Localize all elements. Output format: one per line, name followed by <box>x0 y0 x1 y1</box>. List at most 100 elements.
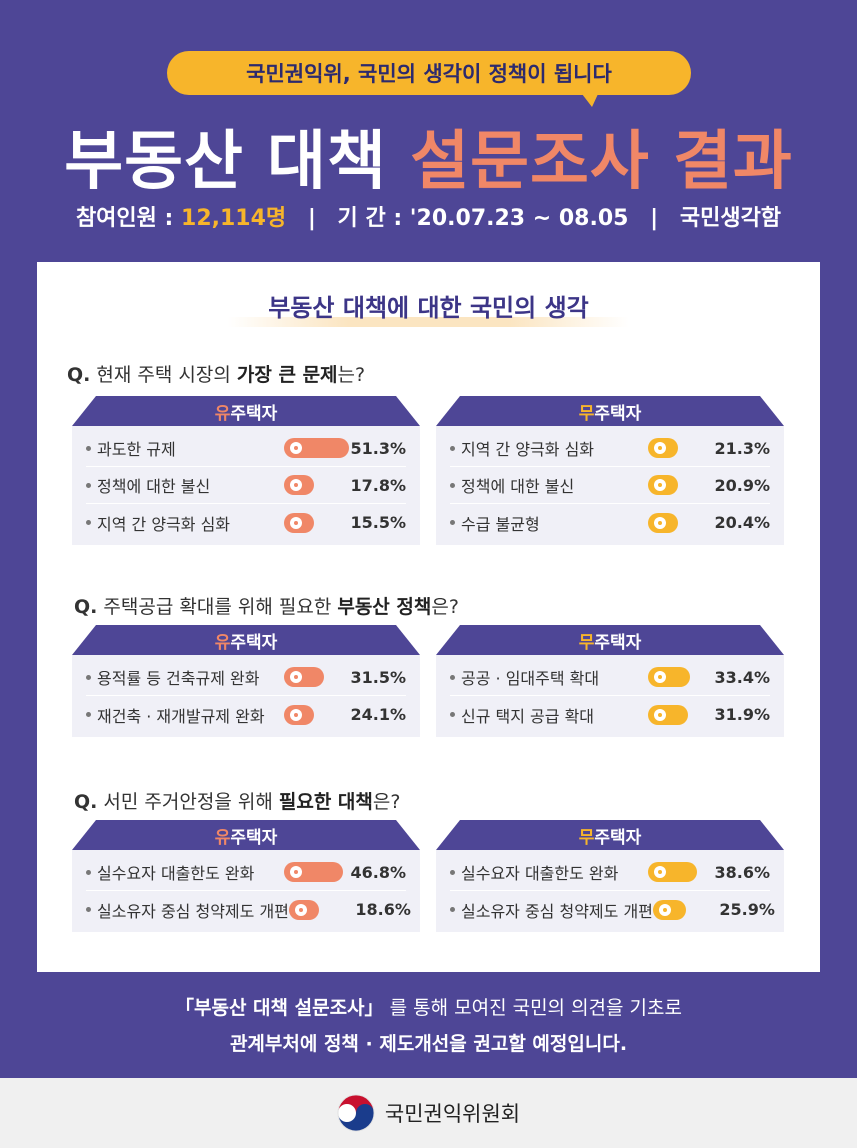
org-name: 국민권익위원회 <box>384 1102 521 1126</box>
result-percent: 15.5% <box>350 513 406 532</box>
bullet-icon <box>86 674 91 680</box>
result-bar-track <box>648 512 714 533</box>
survey-meta: 참여인원 : 12,114명 | 기 간 : '20.07.23 ~ 08.05… <box>0 200 857 232</box>
result-bar-track <box>648 704 714 725</box>
bullet-icon <box>86 712 91 717</box>
results-card: 부동산 대책에 대한 국민의 생각 Q. 현재 주택 시장의 가장 큰 문제는?… <box>37 262 820 972</box>
bullet-icon <box>450 712 455 717</box>
panel-body: 지역 간 양극화 심화 21.3% 정책에 대한 불신 20.9% 수급 불균형 20.4… <box>436 426 784 545</box>
bullet-icon <box>86 869 91 875</box>
tagline-text: 국민권익위, 국민의 생각이 정책이 됩니다 <box>246 62 612 86</box>
panel-header-prefix: 유 <box>214 403 231 424</box>
result-percent: 17.8% <box>350 475 406 495</box>
panel-header: 무 주택자 <box>436 396 784 426</box>
result-percent: 38.6% <box>714 862 770 882</box>
result-percent: 24.1% <box>350 705 406 724</box>
result-percent: 20.4% <box>714 513 770 532</box>
meta-divider: | <box>307 206 316 231</box>
bullet-icon <box>86 520 91 525</box>
bullet-icon <box>450 869 455 875</box>
source-label: 국민생각함 <box>679 206 782 231</box>
result-bar-track <box>648 475 714 495</box>
bullet-icon <box>450 445 455 451</box>
question-text-part: 주택공급 확대를 위해 필요한 <box>97 596 338 618</box>
owner-panel: 유 주택자 실수요자 대출한도 완화 46.8% 실소유자 중심 청약제도 개편 18.6… <box>72 820 420 932</box>
result-bar <box>648 704 688 725</box>
result-bar <box>284 704 314 725</box>
question-text-part: 현재 주택 시장의 <box>90 364 237 386</box>
title-main: 부동산 대책 <box>64 125 411 199</box>
result-bar <box>284 438 349 458</box>
card-heading-text: 부동산 대책에 대한 국민의 생각 <box>228 288 629 327</box>
result-bar-track <box>648 438 714 458</box>
result-bar-track <box>648 862 714 882</box>
result-label: 정책에 대한 불신 <box>97 477 211 496</box>
footer-line-2: 관계부처에 정책 · 제도개선을 권고할 예정입니다. <box>0 1026 857 1062</box>
participants-value: 12,114명 <box>181 206 287 231</box>
result-row: 실수요자 대출한도 완화 38.6% <box>450 854 770 891</box>
panel-body: 실수요자 대출한도 완화 38.6% 실소유자 중심 청약제도 개편 25.9% <box>436 850 784 932</box>
result-row: 과도한 규제 51.3% <box>86 430 406 467</box>
panel-body: 실수요자 대출한도 완화 46.8% 실소유자 중심 청약제도 개편 18.6% <box>72 850 420 932</box>
result-bar <box>652 899 686 920</box>
panel-header-prefix: 유 <box>214 827 231 848</box>
panel-header-prefix: 무 <box>578 632 595 653</box>
result-percent: 33.4% <box>714 667 770 687</box>
bullet-icon <box>86 482 91 488</box>
question-keyword: 부동산 정책 <box>337 596 432 618</box>
question-number: Q. <box>74 791 98 813</box>
result-row: 공공 · 임대주택 확대 33.4% <box>450 659 770 696</box>
org-bar: 국민권익위원회 <box>0 1078 857 1148</box>
result-percent: 21.3% <box>714 438 770 458</box>
period-label: 기 간 : '20.07.23 ~ 08.05 <box>337 206 629 231</box>
panel-header: 유 주택자 <box>72 396 420 426</box>
result-bar <box>284 475 314 495</box>
footer-line-2-text: 관계부처에 정책 · 제도개선을 권고할 예정입니다. <box>229 1033 628 1055</box>
footer-survey-name: 「부동산 대책 설문조사」 <box>174 997 384 1019</box>
result-label: 과도한 규제 <box>97 440 176 459</box>
result-percent: 31.9% <box>714 705 770 724</box>
result-percent: 46.8% <box>350 862 406 882</box>
result-row: 실소유자 중심 청약제도 개편 25.9% <box>450 891 775 928</box>
question-text-part: 은? <box>431 596 459 618</box>
result-bar <box>648 438 678 458</box>
bullet-icon <box>450 520 455 525</box>
nonowner-panel: 무 주택자 공공 · 임대주택 확대 33.4% 신규 택지 공급 확대 31.9% <box>436 625 784 737</box>
result-label: 지역 간 양극화 심화 <box>461 440 595 459</box>
panel-header-prefix: 유 <box>214 632 231 653</box>
result-label: 수급 불균형 <box>461 514 540 534</box>
result-row: 실소유자 중심 청약제도 개편 18.6% <box>86 891 411 928</box>
result-bar <box>648 667 690 687</box>
result-row: 지역 간 양극화 심화 15.5% <box>86 504 406 541</box>
result-bar <box>284 862 343 882</box>
result-label: 용적률 등 건축규제 완화 <box>97 669 260 688</box>
result-percent: 20.9% <box>714 475 770 495</box>
panel-header-suffix: 주택자 <box>230 632 278 653</box>
question-keyword: 필요한 대책 <box>278 791 373 813</box>
result-bar <box>284 512 314 533</box>
panel-header: 무 주택자 <box>436 625 784 655</box>
question-text: Q. 주택공급 확대를 위해 필요한 부동산 정책은? <box>74 592 459 619</box>
card-heading: 부동산 대책에 대한 국민의 생각 <box>37 288 820 327</box>
panel-body: 공공 · 임대주택 확대 33.4% 신규 택지 공급 확대 31.9% <box>436 655 784 737</box>
meta-divider: | <box>650 206 659 231</box>
bullet-icon <box>450 907 455 912</box>
question-text: Q. 서민 주거안정을 위해 필요한 대책은? <box>74 787 400 814</box>
result-bar-track <box>284 667 350 687</box>
result-row: 용적률 등 건축규제 완화 31.5% <box>86 659 406 696</box>
result-bar-track <box>284 862 350 882</box>
result-label: 지역 간 양극화 심화 <box>97 514 231 534</box>
panel-header: 유 주택자 <box>72 820 420 850</box>
panel-body: 과도한 규제 51.3% 정책에 대한 불신 17.8% 지역 간 양극화 심화 15.5… <box>72 426 420 545</box>
result-label: 재건축 · 재개발규제 완화 <box>97 706 265 726</box>
panel-header: 유 주택자 <box>72 625 420 655</box>
result-bar-track <box>284 475 350 495</box>
result-percent: 51.3% <box>350 438 406 458</box>
nonowner-panel: 무 주택자 실수요자 대출한도 완화 38.6% 실소유자 중심 청약제도 개편 25.9… <box>436 820 784 932</box>
footer-message: 「부동산 대책 설문조사」 를 통해 모여진 국민의 의견을 기초로 관계부처에… <box>0 990 857 1062</box>
result-percent: 25.9% <box>719 900 775 919</box>
bullet-icon <box>450 482 455 488</box>
page-title: 부동산 대책 설문조사 결과 <box>0 110 857 202</box>
result-percent: 31.5% <box>350 667 406 687</box>
